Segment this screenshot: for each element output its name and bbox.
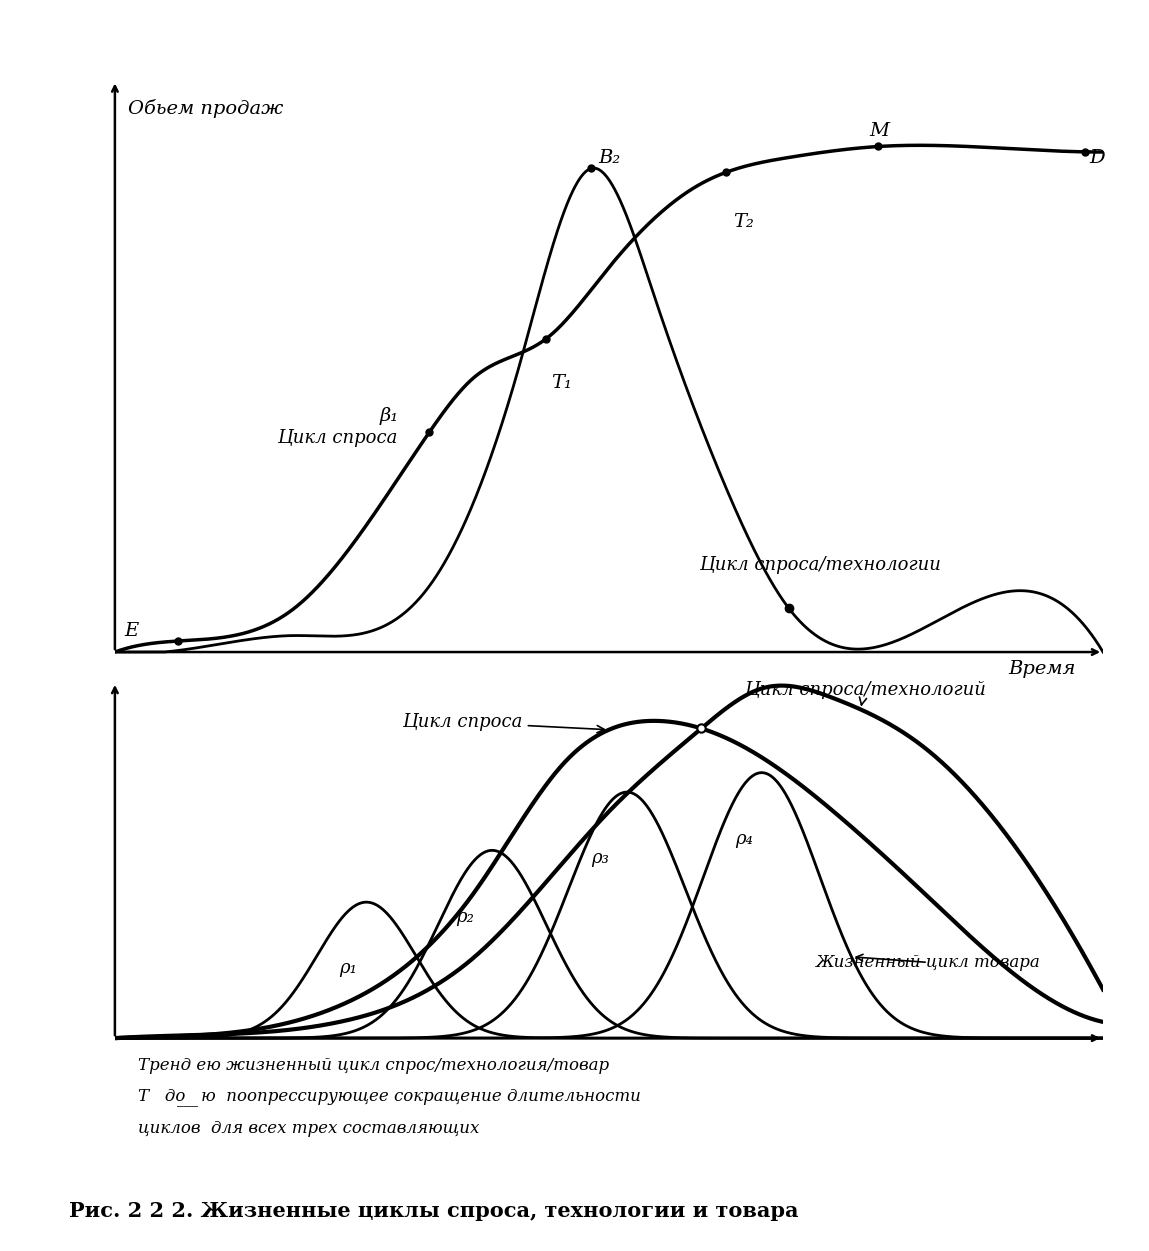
Text: β₁: β₁ [380, 408, 399, 425]
Text: ρ₁: ρ₁ [339, 960, 357, 977]
Text: T₂: T₂ [733, 214, 754, 231]
Text: Рис. 2 2 2. Жизненные циклы спроса, технологии и товара: Рис. 2 2 2. Жизненные циклы спроса, техн… [69, 1201, 799, 1221]
Text: Цикл спроса/технологии: Цикл спроса/технологии [699, 555, 941, 574]
Text: Жизненный цикл товара: Жизненный цикл товара [816, 955, 1040, 971]
Text: D: D [1089, 149, 1105, 166]
Text: ___: ___ [177, 1093, 198, 1107]
Text: Цикл спроса: Цикл спроса [402, 713, 604, 733]
Text: Время: Время [1009, 661, 1077, 678]
Text: Тренд ею жизненный цикл спрос/технология/товар: Тренд ею жизненный цикл спрос/технология… [138, 1057, 609, 1075]
Text: Цикл спроса/технологий: Цикл спроса/технологий [743, 681, 986, 706]
Text: Т   до   ю  поопрессирующее сокращение длительности: Т до ю поопрессирующее сокращение длител… [138, 1088, 641, 1106]
Text: E: E [124, 622, 138, 639]
Text: циклов  для всех трех составляющих: циклов для всех трех составляющих [138, 1120, 479, 1137]
Text: Цикл спроса: Цикл спроса [277, 429, 396, 447]
Text: ρ₃: ρ₃ [591, 849, 609, 867]
Text: ρ₄: ρ₄ [734, 829, 753, 848]
Text: Обьем продаж: Обьем продаж [129, 99, 284, 118]
Text: M: M [870, 121, 889, 140]
Text: ρ₂: ρ₂ [456, 907, 475, 926]
Text: B₂: B₂ [599, 149, 620, 166]
Text: T₁: T₁ [550, 374, 571, 393]
